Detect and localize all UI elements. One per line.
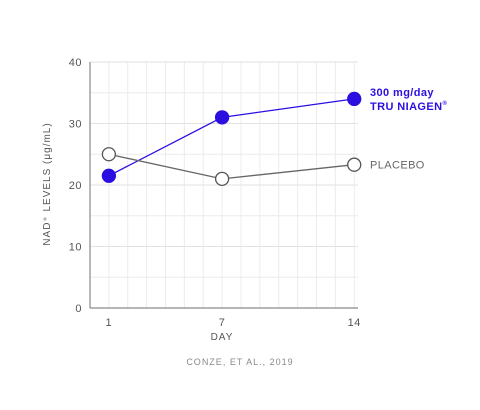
series-2: PLACEBO xyxy=(101,147,425,187)
y-tick-label: 0 xyxy=(75,303,82,315)
series-label: TRU NIAGEN® xyxy=(370,100,447,113)
trademark-mark: ® xyxy=(442,100,447,107)
data-point xyxy=(101,168,117,183)
data-point xyxy=(214,171,230,187)
series-line xyxy=(108,98,355,177)
data-point xyxy=(347,157,362,172)
y-axis-title: NAD⁺ LEVELS (μg/mL) xyxy=(42,122,53,245)
axes xyxy=(89,62,358,309)
y-tick-label: 20 xyxy=(69,180,82,192)
x-tick-label: 1 xyxy=(106,317,113,329)
series-label: PLACEBO xyxy=(370,160,425,172)
data-point xyxy=(214,110,230,125)
source-caption: CONZE, ET AL., 2019 xyxy=(186,357,293,367)
series-label: 300 mg/day xyxy=(370,87,434,99)
x-tick-label: 7 xyxy=(219,317,226,329)
data-point xyxy=(347,91,362,107)
data-point xyxy=(101,147,117,162)
x-tick-label: 14 xyxy=(348,317,361,329)
y-tick-label: 30 xyxy=(69,119,82,131)
y-tick-label: 40 xyxy=(69,57,82,69)
y-tick-label: 10 xyxy=(69,242,82,254)
x-axis-title: DAY xyxy=(211,332,234,343)
y-axis-ticks: 0 10 20 30 40 xyxy=(69,57,82,315)
series-line xyxy=(108,153,355,180)
x-axis-ticks: 1 7 14 xyxy=(106,317,361,329)
